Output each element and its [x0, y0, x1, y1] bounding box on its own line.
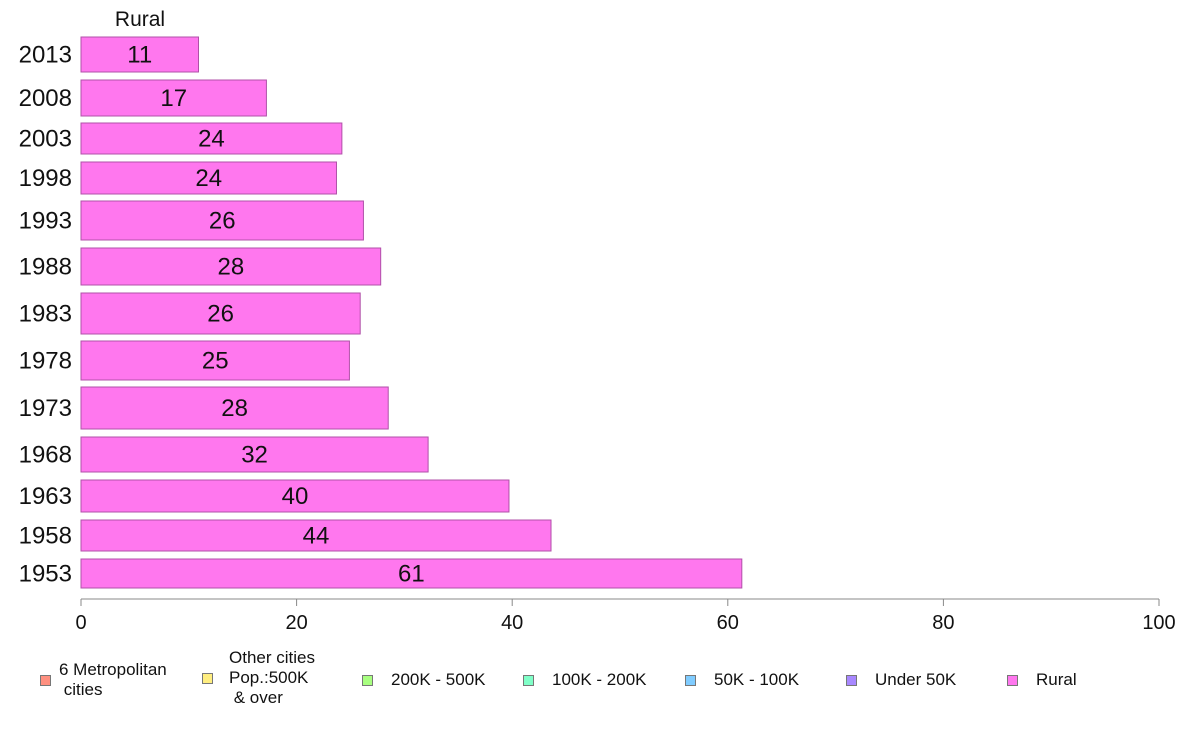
- category-label-1973: 1973: [19, 395, 72, 422]
- x-tick-label-40: 40: [501, 612, 523, 634]
- category-label-1968: 1968: [19, 442, 72, 469]
- bar-1998: [80, 161, 337, 195]
- bar-2008: [80, 79, 267, 117]
- bar-1988: [80, 247, 382, 286]
- category-label-1958: 1958: [19, 523, 72, 550]
- category-label-2003: 2003: [19, 126, 72, 153]
- legend-label-100k-200k: 100K - 200K: [552, 670, 647, 689]
- x-tick-label-20: 20: [285, 612, 307, 634]
- legend-swatch-50k-100k: [685, 674, 696, 686]
- bar-1968: [80, 436, 429, 473]
- category-label-1998: 1998: [19, 165, 72, 192]
- category-label-1963: 1963: [19, 483, 72, 510]
- category-label-1983: 1983: [19, 301, 72, 328]
- legend-item-200k-500k[interactable]: 200K - 500K: [362, 670, 486, 690]
- bar-1963: [80, 479, 510, 513]
- category-label-1988: 1988: [19, 254, 72, 281]
- legend: 6 Metropolitan cities Other cities Pop.:…: [0, 648, 1188, 728]
- legend-label-6-metropolitan-cities: 6 Metropolitan cities: [59, 660, 167, 699]
- value-label-1963: 40: [282, 483, 309, 510]
- legend-item-50k-100k[interactable]: 50K - 100K: [685, 670, 799, 690]
- x-tick-label-60: 60: [717, 612, 739, 634]
- value-label-1983: 26: [207, 301, 234, 328]
- bar-1958: [80, 519, 552, 552]
- value-label-1958: 44: [303, 523, 330, 550]
- legend-item-under-50k[interactable]: Under 50K: [846, 670, 956, 690]
- x-tick-label-0: 0: [75, 612, 86, 634]
- category-label-2013: 2013: [19, 42, 72, 69]
- category-label-2008: 2008: [19, 85, 72, 112]
- rural-bar-chart: Rural 2013 11 2008 17 2003 24 1998 24 1993 26 1988…: [19, 8, 1176, 634]
- legend-swatch-100k-200k: [523, 674, 534, 686]
- legend-item-other-cities[interactable]: Other cities Pop.:500K & over: [202, 648, 315, 708]
- legend-item-rural[interactable]: Rural: [1007, 670, 1077, 690]
- value-label-2013: 11: [127, 42, 152, 69]
- bar-1993: [80, 200, 364, 241]
- legend-swatch-under-50k: [846, 674, 857, 686]
- category-label-1978: 1978: [19, 348, 72, 375]
- bar-1983: [80, 292, 361, 335]
- legend-label-other-cities: Other cities Pop.:500K & over: [229, 648, 315, 707]
- value-label-2008: 17: [160, 85, 187, 112]
- bar-1953: [80, 558, 743, 589]
- x-tick-label-100: 100: [1142, 612, 1175, 634]
- x-tick-label-80: 80: [932, 612, 954, 634]
- legend-label-rural: Rural: [1036, 670, 1077, 689]
- legend-item-6-metropolitan-cities[interactable]: 6 Metropolitan cities: [40, 660, 167, 700]
- bar-1978: [80, 340, 350, 381]
- category-label-1953: 1953: [19, 561, 72, 588]
- panel-title: Rural: [115, 8, 165, 31]
- bar-2003: [80, 122, 343, 155]
- value-label-1953: 61: [398, 561, 425, 588]
- legend-swatch-200k-500k: [362, 674, 373, 686]
- legend-label-under-50k: Under 50K: [875, 670, 957, 689]
- value-label-1998: 24: [195, 165, 222, 192]
- value-label-1988: 28: [217, 254, 244, 281]
- bar-2013: [80, 36, 200, 73]
- value-label-1993: 26: [209, 208, 236, 235]
- category-label-1993: 1993: [19, 208, 72, 235]
- bar-1973: [80, 386, 389, 430]
- value-label-2003: 24: [198, 126, 225, 153]
- legend-label-200k-500k: 200K - 500K: [391, 670, 486, 689]
- value-label-1973: 28: [221, 395, 248, 422]
- legend-label-50k-100k: 50K - 100K: [714, 670, 800, 689]
- legend-swatch-rural: [1007, 674, 1018, 686]
- legend-item-100k-200k[interactable]: 100K - 200K: [523, 670, 647, 690]
- legend-swatch-other-cities: [202, 672, 213, 684]
- value-label-1968: 32: [241, 442, 268, 469]
- legend-swatch-6-metropolitan-cities: [40, 674, 51, 686]
- value-label-1978: 25: [202, 348, 229, 375]
